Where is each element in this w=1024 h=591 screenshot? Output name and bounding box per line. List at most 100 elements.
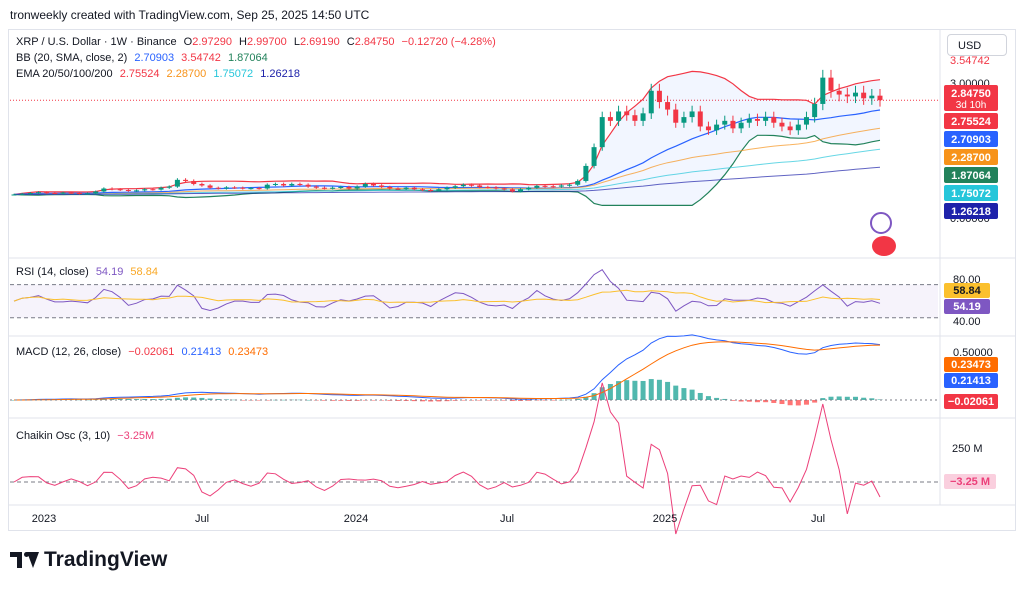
candle-body [199,183,205,186]
tradingview-logo-icon [10,552,39,568]
macd-histogram-bar [85,399,91,401]
candle-body [746,118,752,123]
candle-body [877,95,883,101]
candle-body [616,111,622,121]
macd-histogram-bar [256,400,262,401]
macd-histogram-bar [101,399,107,400]
candle-body [452,186,458,188]
macd-histogram-bar [387,400,393,401]
tradingview-logo-text: TradingView [44,548,168,571]
bb-basis-value: 2.70903 [134,52,175,64]
macd-histogram-bar [738,400,744,402]
candle-body [313,186,319,188]
macd-histogram-bar [632,380,638,400]
macd-histogram-bar [607,384,613,400]
time-axis-label: Jul [811,513,825,525]
candle-body [812,103,818,118]
macd-histogram-bar [803,400,809,405]
candle-body [60,192,66,194]
macd-histogram-bar [754,400,760,403]
candle-body [117,189,123,191]
bb-upper-line [13,70,881,196]
macd-histogram-bar [714,397,720,400]
macd-badge [944,373,998,388]
macd-histogram-bar [640,380,646,400]
macd-histogram-bar [836,396,842,400]
ema-legend[interactable]: EMA 20/50/100/200 2.75524 2.28700 1.7507… [16,68,304,80]
low-label: L2.69190 [293,36,340,48]
macd-legend[interactable]: MACD (12, 26, close) −0.02061 0.21413 0.… [16,346,272,358]
rsi-legend[interactable]: RSI (14, close) 54.19 58.84 [16,266,162,278]
candle-body [722,120,728,125]
candle-body [85,193,91,195]
candle-body [567,184,573,186]
event-marker-icon[interactable] [870,212,892,234]
macd-histogram-bar [844,396,850,400]
main-legend-ohlc[interactable]: XRP / U.S. Dollar · 1W · Binance O2.9729… [16,36,500,48]
macd-histogram-bar [215,399,221,400]
price-badge [944,185,998,201]
rsi-line [13,269,881,312]
price-badge-label: 1.26218 [951,206,991,218]
candle-body [460,184,466,187]
candle-body [852,92,858,97]
rsi-ma-value: 58.84 [130,266,158,278]
candle-body [256,188,262,190]
macd-badge-label: 0.23473 [951,359,991,371]
close-label: C2.84750 [346,36,395,48]
macd-histogram-bar [648,379,654,400]
macd-histogram-bar [665,381,671,400]
price-badge [944,113,998,129]
candle-body [624,111,630,116]
rsi-ma-badge-label: 58.84 [953,285,981,297]
macd-histogram-bar [779,400,785,405]
candle-body [158,187,164,190]
candle-body [248,188,254,190]
candle-body [526,187,532,190]
candle-body [444,187,450,190]
currency-button[interactable]: USD [947,34,1007,56]
candle-body [607,117,613,121]
candle-body [150,189,156,191]
macd-histogram-bar [240,400,246,401]
economic-event-flag-icon[interactable] [872,236,896,256]
price-badge-label: 2.28700 [951,152,991,164]
macd-histogram-bar [199,397,205,400]
candle-body [183,179,189,181]
price-badge-countdown: 3d 10h [956,100,987,111]
candle-body [36,192,42,194]
change-label: −0.12720 (−4.28%) [401,36,496,48]
macd-histogram-bar [861,397,867,400]
candle-body [632,115,638,121]
macd-histogram-bar [624,380,630,400]
bb-label: BB (20, SMA, close, 2) [16,52,128,64]
macd-histogram-bar [305,399,311,401]
high-label: H2.99700 [239,36,287,48]
macd-histogram-bar [281,399,287,401]
chart-header: tronweekly created with TradingView.com,… [10,8,370,22]
candle-body [272,183,278,185]
candle-body [101,188,107,192]
rsi-ma-badge [944,283,990,298]
candle-body [419,189,425,191]
price-badge-label: 1.87064 [951,170,992,182]
price-badge [944,203,998,219]
macd-histogram-bar [321,400,327,401]
macd-histogram-bar [730,400,736,401]
candle-body [223,187,229,189]
candle-body [395,188,401,190]
candle-body [738,122,744,129]
macd-label: MACD (12, 26, close) [16,346,122,358]
time-axis-label: Jul [500,513,514,525]
rsi-label: RSI (14, close) [16,266,89,278]
candle-body [861,92,867,99]
macd-signal-line [14,341,881,401]
chaikin-legend[interactable]: Chaikin Osc (3, 10) −3.25M [16,430,158,442]
candle-body [640,113,646,121]
bb-legend[interactable]: BB (20, SMA, close, 2) 2.70903 3.54742 1… [16,52,272,64]
time-axis-label: 2025 [653,513,677,525]
candle-body [240,187,246,189]
ema-label: EMA 20/50/100/200 [16,68,113,80]
time-axis-label: 2024 [344,513,368,525]
macd-histogram-bar [444,400,450,402]
